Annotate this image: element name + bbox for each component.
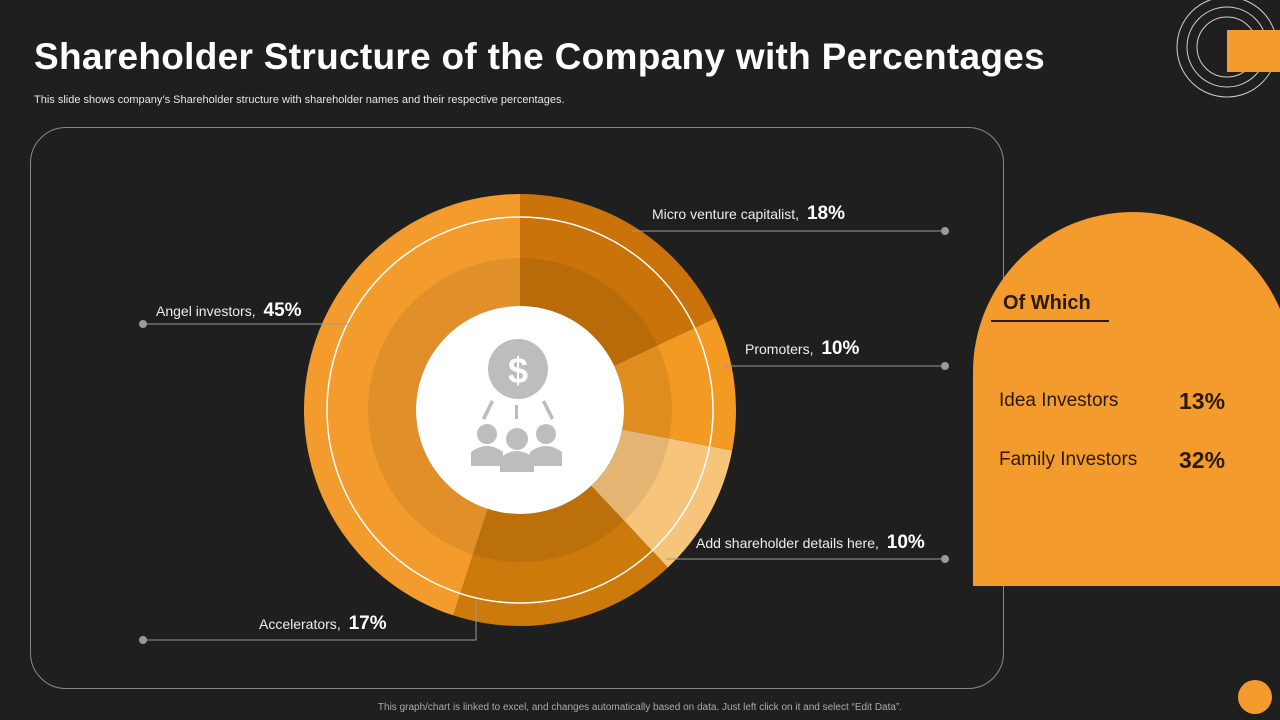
slice-label-micro-venture: Micro venture capitalist, 18%	[652, 203, 845, 224]
leader-dot	[941, 362, 949, 370]
breakdown-panel: Of Which Idea Investors 13% Family Inves…	[973, 212, 1280, 586]
pie-slice-inner-add-shareholder-details-here	[591, 429, 670, 521]
pie-slice-inner-accelerators	[473, 485, 625, 563]
pie-slice-add-shareholder-details-here	[591, 429, 733, 568]
slice-label-add-shareholder: Add shareholder details here, 10%	[696, 532, 925, 553]
breakdown-item-name: Family Investors	[999, 449, 1138, 470]
pie-slice-promoters	[614, 318, 737, 451]
leader-dot	[139, 636, 147, 644]
breakdown-underline	[991, 320, 1109, 322]
pie-slice-angel-investors	[304, 194, 520, 616]
pie-slice-inner-promoters	[614, 345, 672, 439]
dollar-investors-icon: $	[471, 339, 562, 472]
leader-dot	[139, 320, 147, 328]
slide-subtitle: This slide shows company’s Shareholder s…	[34, 94, 565, 106]
slice-label-angel-investors: Angel investors, 45%	[156, 300, 302, 321]
slice-label-accelerators: Accelerators, 17%	[259, 613, 387, 634]
leader-line	[143, 600, 477, 641]
breakdown-title: Of Which	[1003, 292, 1091, 314]
slide-title: Shareholder Structure of the Company wit…	[34, 36, 1045, 77]
pie-slice-micro-venture-capitalist	[520, 194, 716, 366]
pie-slice-accelerators	[453, 485, 668, 626]
svg-text:$: $	[508, 350, 528, 391]
footer-note: This graph/chart is linked to excel, and…	[377, 702, 903, 713]
breakdown-item-name: Idea Investors	[999, 390, 1119, 411]
breakdown-item-value: 32%	[1179, 447, 1226, 473]
leader-dot	[941, 227, 949, 235]
pie-slice-inner-angel-investors	[367, 258, 520, 555]
slice-label-promoters: Promoters, 10%	[745, 338, 860, 359]
inner-ring-outline	[326, 216, 714, 604]
breakdown-item-value: 13%	[1179, 388, 1226, 414]
decorative-dot	[1238, 680, 1272, 714]
center-disc	[416, 306, 624, 514]
pie-slice-inner-micro-venture-capitalist	[520, 258, 658, 366]
decorative-rings	[1176, 0, 1280, 98]
leader-dot	[941, 555, 949, 563]
